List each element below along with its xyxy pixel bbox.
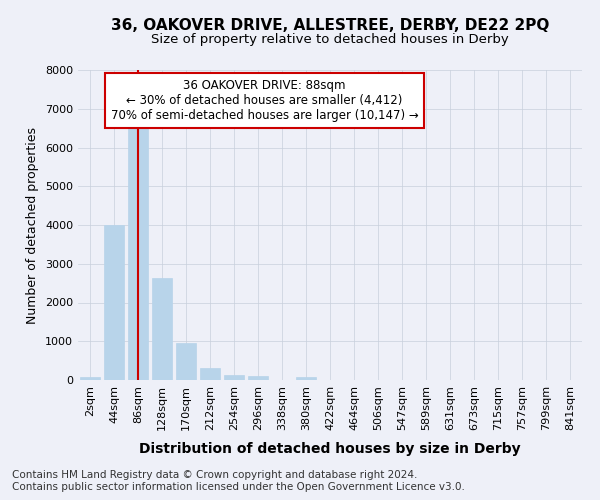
Bar	[80, 378, 100, 380]
Y-axis label: Number of detached properties: Number of detached properties	[26, 126, 40, 324]
Bar	[128, 124, 148, 380]
Text: Distribution of detached houses by size in Derby: Distribution of detached houses by size …	[139, 442, 521, 456]
Bar	[248, 376, 268, 380]
Bar	[176, 343, 196, 380]
Text: 36, OAKOVER DRIVE, ALLESTREE, DERBY, DE22 2PQ: 36, OAKOVER DRIVE, ALLESTREE, DERBY, DE2…	[111, 18, 549, 32]
Bar	[152, 278, 172, 380]
Text: 36 OAKOVER DRIVE: 88sqm
← 30% of detached houses are smaller (4,412)
70% of semi: 36 OAKOVER DRIVE: 88sqm ← 30% of detache…	[110, 80, 418, 122]
Text: Contains HM Land Registry data © Crown copyright and database right 2024.
Contai: Contains HM Land Registry data © Crown c…	[12, 470, 465, 492]
Bar	[224, 375, 244, 380]
Text: Size of property relative to detached houses in Derby: Size of property relative to detached ho…	[151, 32, 509, 46]
Bar	[200, 368, 220, 380]
Bar	[104, 225, 124, 380]
Bar	[296, 377, 316, 380]
